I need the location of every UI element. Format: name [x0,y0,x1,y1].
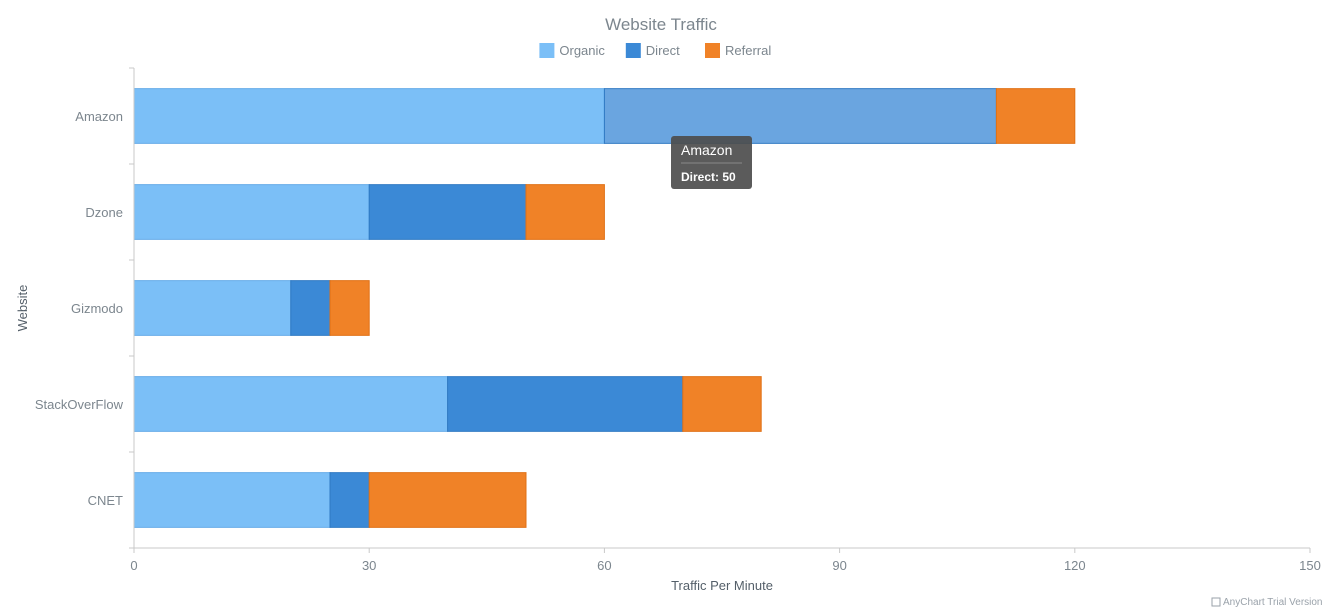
plot-area [133,88,1076,528]
tooltip-body: Direct: 50 [681,170,736,184]
legend-item-referral[interactable]: Referral [705,43,771,58]
legend-label: Organic [559,43,605,58]
legend-item-organic[interactable]: Organic [539,43,605,58]
bar-amazon-referral[interactable] [995,88,1076,144]
x-tick-label: 30 [362,558,376,573]
legend-swatch [625,43,641,58]
bar-gizmodo-direct[interactable] [290,280,331,336]
y-tick-label: CNET [88,493,123,508]
x-tick-label: 150 [1299,558,1321,573]
bar-dzone-referral[interactable] [525,184,605,240]
credit[interactable]: AnyChart Trial Version [1211,597,1323,608]
x-tick-label: 90 [832,558,846,573]
y-tick-label: Amazon [75,109,123,124]
axes: 0 30 60 90 120 150 Amazon Dzone Gizmodo StackOver… [35,67,1321,573]
y-axis-title: Website [15,285,30,332]
bar-stackoverflow-organic[interactable] [133,376,449,432]
y-tick-label: StackOverFlow [35,397,124,412]
chart-title: Website Traffic [605,15,717,34]
y-tick-label: Dzone [85,205,123,220]
chart-credit-icon [1211,597,1221,607]
x-tick-label: 60 [597,558,611,573]
credit-text[interactable]: AnyChart Trial Version [1223,597,1323,608]
bar-stackoverflow-referral[interactable] [682,376,762,432]
bar-amazon-direct[interactable] [603,88,997,144]
tooltip-title: Amazon [681,142,732,158]
y-tick-label: Gizmodo [71,301,123,316]
x-axis-title: Traffic Per Minute [671,578,773,593]
bar-gizmodo-organic[interactable] [133,280,292,336]
legend-item-direct[interactable]: Direct [625,43,680,58]
legend[interactable]: Organic Direct Referral [539,43,771,58]
legend-swatch [539,43,555,58]
bar-cnet-direct[interactable] [329,472,370,528]
bar-stackoverflow-direct[interactable] [447,376,684,432]
tooltip: Amazon Direct: 50 [671,136,752,189]
legend-label: Referral [725,43,771,58]
bar-cnet-referral[interactable] [368,472,527,528]
bar-amazon-organic[interactable] [133,88,605,144]
x-tick-label: 120 [1064,558,1086,573]
legend-swatch [705,43,720,58]
bar-gizmodo-referral[interactable] [329,280,370,336]
legend-label: Direct [646,43,680,58]
bar-cnet-organic[interactable] [133,472,331,528]
x-tick-label: 0 [130,558,137,573]
bar-dzone-organic[interactable] [133,184,370,240]
bar-dzone-direct[interactable] [368,184,527,240]
